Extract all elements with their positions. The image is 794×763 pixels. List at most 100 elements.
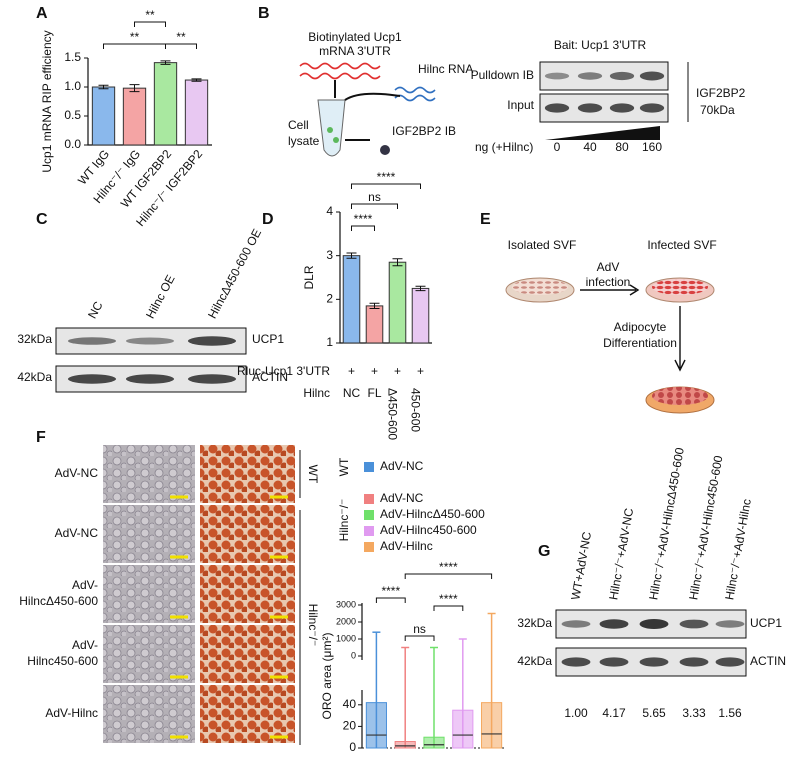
legend-swatch [364, 542, 374, 552]
dish [652, 387, 708, 405]
micrograph [103, 685, 195, 743]
sig-label: ** [176, 30, 186, 44]
y-tick-label: 3 [326, 248, 333, 262]
micrograph [103, 445, 195, 503]
legend-swatch [364, 494, 374, 504]
error-bar [98, 84, 109, 90]
row-label: Input [507, 98, 534, 112]
micrograph [103, 625, 195, 683]
sig-label: **** [439, 592, 458, 606]
arrow [580, 284, 686, 372]
legend-label: AdV-NC [380, 459, 424, 473]
arrow-label: AdV [597, 260, 620, 274]
box [452, 709, 474, 749]
box [365, 702, 387, 749]
legend-label: AdV-HilncΔ450-600 [380, 507, 485, 521]
arrow [334, 80, 401, 101]
row-title: Hilnc [303, 386, 330, 400]
y-tick-label: 0 [349, 740, 356, 754]
legend-swatch [364, 526, 374, 536]
sig-label: ns [413, 622, 426, 636]
legend-label: AdV-Hilnc450-600 [380, 523, 477, 537]
sig-bracket [404, 635, 435, 641]
panel-label: G [538, 543, 550, 560]
bar [388, 261, 407, 344]
x-tick-label: Δ450-600 [385, 388, 399, 440]
error-bar [346, 252, 357, 259]
panel-label: C [36, 211, 48, 228]
y-axis-label: ORO area (μm²) [320, 633, 334, 720]
ib-label: IGF2BP2 IB [392, 124, 456, 138]
antibody [380, 145, 390, 155]
error-bar [392, 258, 403, 267]
bar [184, 79, 209, 146]
lysate-label: lysate [288, 134, 320, 148]
bar [342, 255, 361, 344]
blot-band [599, 657, 629, 667]
protein-label: UCP1 [252, 332, 284, 346]
box [394, 741, 416, 749]
sig-bracket [351, 225, 375, 231]
sig-label: ** [130, 30, 140, 44]
size-label: 42kDa [17, 370, 52, 384]
y-tick-label: 4 [326, 204, 333, 218]
blot-band [187, 336, 237, 346]
blot-band [609, 103, 635, 113]
blot-band [639, 619, 669, 629]
y-tick-label: 20 [343, 719, 357, 733]
protein-label: IGF2BP2 [696, 86, 746, 100]
box [481, 702, 503, 749]
micrograph [200, 445, 295, 503]
lane-label: Hilnc⁻/⁻+AdV-Hilnc450-600 [686, 454, 725, 601]
micrograph [200, 505, 295, 563]
arrow-label: Adipocyte [614, 320, 667, 334]
row-label: HilncΔ450-600 [19, 594, 98, 608]
legend-label: AdV-NC [380, 491, 424, 505]
ratio-label: 5.65 [642, 706, 666, 720]
blot-band [67, 337, 117, 345]
blot-band [544, 103, 570, 113]
bait-label: Bait: Ucp1 3'UTR [554, 38, 647, 52]
panel-label: E [480, 211, 491, 228]
protein-label: ACTIN [750, 654, 786, 668]
panel-e-diagram: Isolated SVF Infected SVF AdV infection … [505, 238, 717, 414]
sig-bracket [404, 573, 493, 579]
sig-label: ** [145, 8, 155, 22]
lysate-label: Cell [288, 118, 309, 132]
blot-band [125, 374, 175, 384]
bar [411, 287, 430, 344]
protein-label: UCP1 [750, 616, 782, 630]
probe-label: Biotinylated Ucp1 [308, 30, 402, 44]
row-label: AdV- [72, 578, 98, 592]
micrograph [200, 565, 295, 623]
lane-label: Hilnc⁻/⁻+AdV-HilncΔ450-600 [646, 446, 687, 601]
y-tick-label: 1000 [336, 633, 356, 643]
error-bar [369, 302, 380, 310]
dose-label: 0 [554, 140, 561, 154]
bar [122, 87, 147, 146]
blot-band [125, 337, 175, 345]
sig-bracket [134, 21, 166, 27]
rna-wave [299, 62, 381, 80]
panel-label: F [36, 429, 46, 446]
bar [365, 305, 384, 344]
rna-wave [394, 86, 436, 102]
y-tick-label: 1.0 [64, 79, 81, 93]
panel-label: B [258, 5, 270, 22]
error-bar [415, 285, 426, 292]
dish [512, 279, 568, 295]
y-tick-label: 0.5 [64, 108, 81, 122]
error-bar [160, 60, 171, 65]
blot-band [577, 72, 603, 80]
row-label: Pulldown IB [471, 68, 534, 82]
y-axis-label: Ucp1 mRNA RIP efficiency [40, 30, 54, 172]
legend-group: WT [337, 457, 351, 476]
plus-label: + [371, 364, 378, 378]
step-label: Infected SVF [647, 238, 716, 252]
arrow-label: Differentiation [603, 336, 677, 350]
row-label: Hilnc450-600 [27, 654, 98, 668]
side-label: Hilnc⁻/⁻ [306, 604, 320, 647]
size-label: 70kDa [700, 103, 735, 117]
sig-bracket [433, 605, 464, 611]
protein-label: ACTIN [252, 370, 288, 384]
